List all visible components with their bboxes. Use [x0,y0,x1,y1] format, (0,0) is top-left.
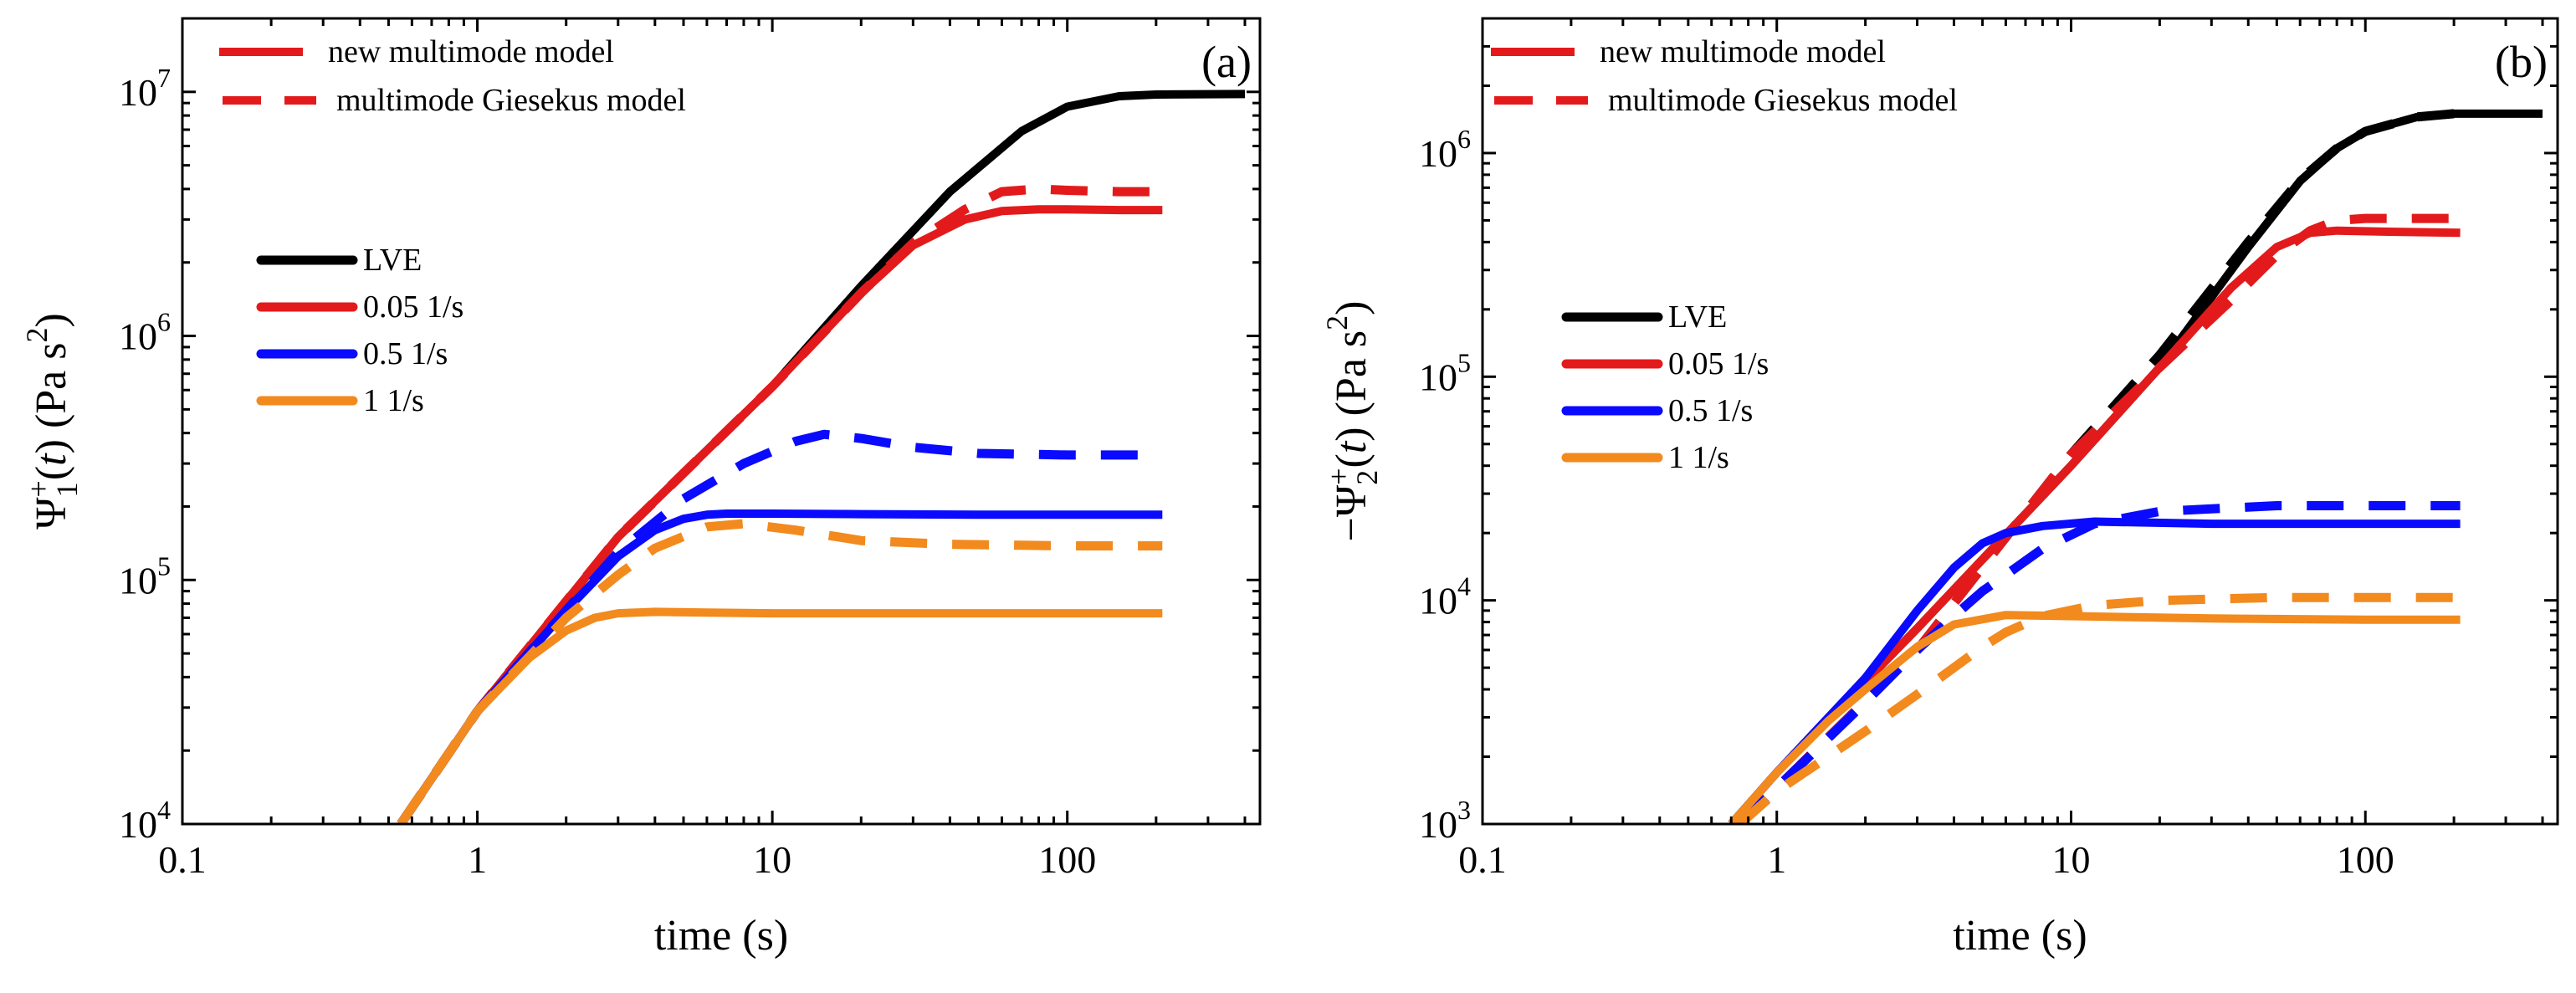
series-0-5-1-s-new-model-line [1728,517,2461,824]
series-lve-giesekus-line [1736,109,2455,824]
y-tick-label: 104 [119,795,171,846]
panel-a: 0.1 1 10 100 104 105 106 107 time (s) Ψ1+(t) (Pa … [20,17,1262,960]
y-tick-label: 107 [119,63,171,114]
y-tick-label: 106 [1419,124,1471,175]
y-axis-label: −Ψ2+(t) (Pa s2) [1320,301,1384,542]
color-legend-label: LVE [1668,299,1727,335]
series-1-1-s-new-model-line [1728,611,2461,824]
x-tick-label: 1 [468,838,487,881]
series-0-05-1-s-giesekus-line [397,184,1163,824]
style-legend-label: new multimode model [328,34,614,69]
style-legend-label: multimode Giesekus model [336,83,686,118]
color-legend-label: 0.5 1/s [1668,393,1753,428]
series-group [1728,109,2543,824]
color-legend-label: LVE [363,243,422,278]
color-legend-label: 0.05 1/s [1668,346,1769,381]
series-group [397,90,1246,824]
style-legend-label: new multimode model [1600,34,1886,69]
plot-frame [181,17,1262,826]
color-legend-label: 1 1/s [363,383,424,418]
panel-b: 0.1 1 10 100 103 104 105 106 time (s) −Ψ2+(t) (Pa… [1320,17,2559,960]
y-axis-label: Ψ1+(t) (Pa s2) [20,313,84,530]
x-axis-label: time (s) [654,912,788,960]
y-tick-label: 104 [1419,571,1471,622]
y-tick-label: 103 [1419,795,1471,846]
x-tick-label: 100 [2337,838,2394,881]
x-tick-label: 0.1 [158,838,207,881]
color-legend-label: 0.5 1/s [363,336,448,371]
series-1-1-s-giesekus-line [1737,592,2461,824]
y-tick-label: 106 [119,307,171,358]
series-0-5-1-s-giesekus-line [397,429,1163,824]
x-tick-label: 0.1 [1458,838,1507,881]
plot-frame [1481,17,2559,826]
panel-label: (a) [1201,37,1252,87]
x-tick-label: 100 [1038,838,1096,881]
x-axis-label: time (s) [1953,912,2087,960]
x-tick-label: 10 [2051,838,2090,881]
series-0-5-1-s-giesekus-line [1736,501,2461,824]
y-tick-label: 105 [119,550,171,601]
series-1-1-s-new-model-line [397,607,1163,824]
color-legend-label: 0.05 1/s [363,289,463,325]
x-tick-label: 1 [1767,838,1786,881]
x-tick-label: 10 [753,838,791,881]
y-tick-label: 105 [1419,347,1471,398]
series-1-1-s-giesekus-line [397,519,1163,824]
color-legend-label: 1 1/s [1668,440,1729,475]
style-legend-label: multimode Giesekus model [1608,83,1958,118]
panel-label: (b) [2495,37,2548,87]
